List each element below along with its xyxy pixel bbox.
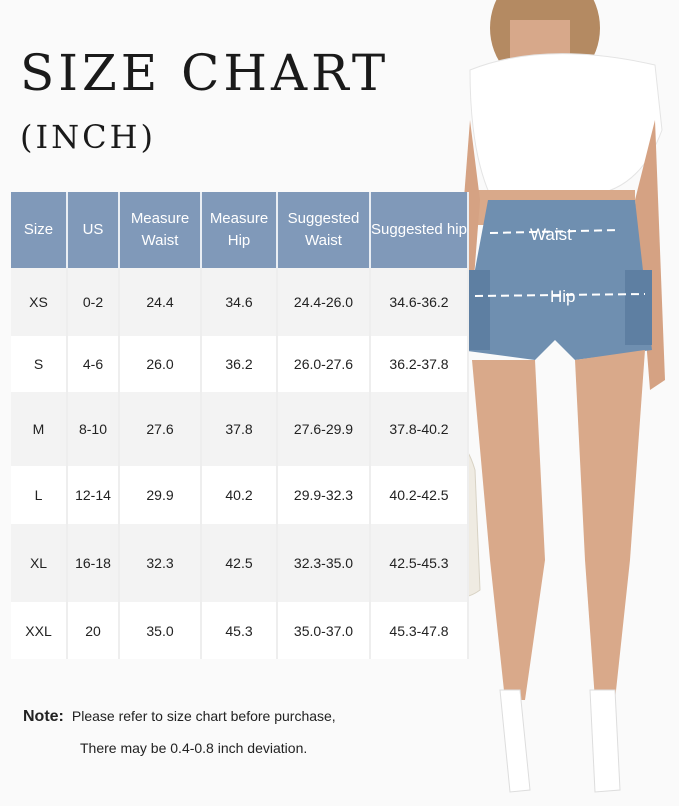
table-cell: 24.4 [119,268,202,336]
table-cell: XS [11,268,68,336]
table-cell: 37.8 [201,392,278,466]
table-cell: 36.2 [201,336,278,392]
table-cell: 32.3 [119,524,202,602]
table-row: XL 16-18 32.3 42.5 32.3-35.0 42.5-45.3 [11,524,469,602]
table-cell: 8-10 [67,392,120,466]
table-cell: 35.0-37.0 [277,602,371,659]
header-size: Size [11,192,68,268]
table-cell: S [11,336,68,392]
table-cell: 29.9 [119,466,202,524]
header-suggested-waist: Suggested Waist [277,192,371,268]
table-cell: 34.6-36.2 [370,268,469,336]
table-cell: 29.9-32.3 [277,466,371,524]
table-cell: 0-2 [67,268,120,336]
table-cell: 26.0 [119,336,202,392]
table-row: XS 0-2 24.4 34.6 24.4-26.0 34.6-36.2 [11,268,469,336]
header-us: US [67,192,120,268]
table-cell: 32.3-35.0 [277,524,371,602]
table-cell: 26.0-27.6 [277,336,371,392]
waist-label: Waist [530,225,572,244]
table-cell: 45.3 [201,602,278,659]
page-title: SIZE CHART [20,44,390,102]
note-line-1: Please refer to size chart before purcha… [71,708,336,724]
table-cell: 35.0 [119,602,202,659]
table-cell: 42.5 [201,524,278,602]
table-cell: 20 [67,602,120,659]
table-row: S 4-6 26.0 36.2 26.0-27.6 36.2-37.8 [11,336,469,392]
table-cell: 37.8-40.2 [370,392,469,466]
table-row: XXL 20 35.0 45.3 35.0-37.0 45.3-47.8 [11,602,469,659]
table-header-row: Size US Measure Waist Measure Hip Sugges… [11,192,469,268]
note: Note: Please refer to size chart before p… [23,708,336,726]
table-cell: 24.4-26.0 [277,268,371,336]
size-chart-table: Size US Measure Waist Measure Hip Sugges… [11,192,469,659]
table-cell: 36.2-37.8 [370,336,469,392]
table-cell: 42.5-45.3 [370,524,469,602]
table-cell: XL [11,524,68,602]
hip-label: Hip [550,287,576,306]
table-row: L 12-14 29.9 40.2 29.9-32.3 40.2-42.5 [11,466,469,524]
table-cell: 34.6 [201,268,278,336]
note-label: Note: [23,708,64,725]
table-row: M 8-10 27.6 37.8 27.6-29.9 37.8-40.2 [11,392,469,466]
table-cell: 27.6 [119,392,202,466]
table-cell: L [11,466,68,524]
table-cell: 12-14 [67,466,120,524]
model-figure [434,0,665,793]
page-subtitle: (INCH) [20,118,156,156]
header-measure-waist: Measure Waist [119,192,202,268]
table-cell: M [11,392,68,466]
table-cell: XXL [11,602,68,659]
table-cell: 40.2 [201,466,278,524]
note-line-2: There may be 0.4-0.8 inch deviation. [80,740,308,756]
table-cell: 45.3-47.8 [370,602,469,659]
table-cell: 40.2-42.5 [370,466,469,524]
table-cell: 27.6-29.9 [277,392,371,466]
header-suggested-hip: Suggested hip [370,192,469,268]
table-cell: 4-6 [67,336,120,392]
header-measure-hip: Measure Hip [201,192,278,268]
table-cell: 16-18 [67,524,120,602]
